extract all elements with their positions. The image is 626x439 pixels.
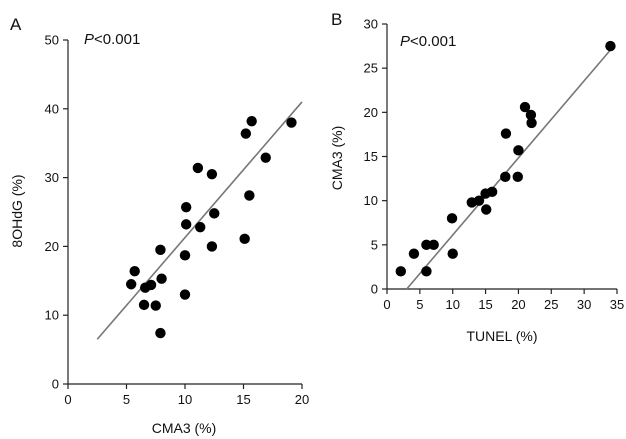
panel-b-x-tick-label: 25 (544, 297, 558, 312)
panel-a-x-tick-label: 10 (178, 392, 192, 407)
panel-b-y-tick-label: 15 (364, 149, 378, 164)
panel-b-x-tick-label: 10 (445, 297, 459, 312)
panel-a-data-point (179, 250, 191, 261)
panel-a-data-point (125, 279, 137, 290)
panel-b-data-point (512, 171, 523, 183)
panel-b-data-point (408, 248, 420, 259)
panel-a-data-point (244, 190, 255, 201)
panel-b-plot-area: 0 5 10 15 20 25 30 35 0 5 10 15 20 25 30 (364, 17, 625, 313)
panel-b-p-symbol: P (400, 33, 410, 50)
panel-b-y-tick-label: 0 (371, 282, 378, 297)
panel-b-y-tick-label: 5 (371, 237, 378, 252)
panel-a-y-tick-label: 30 (45, 170, 59, 185)
panel-b-letter: B (331, 10, 342, 29)
panel-a-p-value: P<0.001 (84, 31, 140, 48)
panel-b-data-point (421, 266, 432, 277)
panel-b-y-tick-label: 30 (364, 17, 378, 32)
panel-a-letter: A (10, 15, 22, 34)
panel-b-data-point (519, 101, 531, 113)
panel-a-data-point (180, 201, 192, 213)
panel-b-data-point (486, 186, 498, 198)
panel-b-data-point (481, 204, 492, 215)
panel-a-regression-line (96, 101, 303, 340)
panel-b-data-point (428, 239, 439, 251)
panel-b-data-point (526, 117, 537, 129)
panel-a-data-point (156, 273, 167, 284)
panel-b-x-tick-label: 30 (577, 297, 591, 312)
panel-b-regression-line (406, 45, 615, 290)
panel-b: B P<0.001 TUNEL (%) CMA3 (%) 0 5 10 15 20 25 3… (329, 10, 624, 344)
panel-a-data-point (155, 244, 166, 256)
panel-a-data-point (239, 233, 250, 245)
panel-a-data-point (240, 128, 252, 139)
panel-b-x-tick-label: 35 (610, 297, 624, 312)
panel-a-x-tick-label: 20 (295, 392, 309, 407)
panel-b-x-tick-label: 0 (383, 297, 390, 312)
panel-a-y-tick-label: 50 (45, 33, 59, 48)
panel-b-x-axis-title: TUNEL (%) (466, 328, 537, 344)
panel-a-x-axis-title: CMA3 (%) (152, 420, 217, 436)
panel-b-y-tick-label: 20 (364, 105, 378, 120)
panel-a-data-point (180, 219, 192, 230)
panel-a: A P<0.001 CMA3 (%) 8OHdG (%) 0 5 10 15 20 0 10… (9, 15, 309, 436)
panel-a-p-threshold: <0.001 (94, 31, 140, 48)
panel-b-x-tick-label: 15 (478, 297, 492, 312)
panel-b-data-point (473, 195, 485, 206)
panel-b-y-tick-label: 25 (364, 61, 378, 76)
panel-b-x-tick-label: 20 (511, 297, 525, 312)
panel-a-data-point (260, 152, 271, 163)
panel-a-x-tick-label: 0 (64, 392, 71, 407)
panel-a-data-point (192, 162, 204, 174)
panel-a-data-point (179, 289, 191, 300)
panel-a-y-tick-label: 40 (45, 101, 59, 116)
panel-b-data-point (605, 40, 616, 52)
panel-b-data-point (513, 145, 524, 156)
panel-b-x-tick-label: 5 (416, 297, 423, 312)
panel-a-data-point (145, 279, 157, 291)
panel-b-data-point (525, 109, 537, 121)
panel-a-y-tick-label: 10 (45, 308, 59, 323)
panel-a-data-point (150, 300, 161, 311)
panel-a-p-symbol: P (84, 31, 94, 48)
panel-b-data-point (395, 266, 406, 277)
panel-a-y-tick-label: 20 (45, 239, 59, 254)
panel-a-x-tick-label: 15 (236, 392, 250, 407)
panel-a-plot-area: 0 5 10 15 20 0 10 20 30 40 50 (45, 33, 310, 408)
panel-b-data-point (500, 171, 511, 183)
panel-a-data-point (286, 117, 297, 128)
panel-a-y-tick-label: 0 (52, 377, 59, 392)
panel-b-p-value: P<0.001 (400, 33, 456, 50)
panel-a-data-point (195, 221, 206, 233)
panel-b-data-point (447, 248, 458, 259)
panel-a-data-point (206, 241, 218, 252)
panel-a-x-tick-label: 5 (123, 392, 130, 407)
panel-b-data-point (500, 128, 512, 139)
panel-a-data-point (246, 115, 257, 127)
panel-a-data-point (209, 208, 220, 219)
panel-a-data-point (206, 168, 218, 180)
panel-a-data-point (138, 299, 150, 311)
panel-b-data-point (421, 239, 432, 251)
panel-b-p-threshold: <0.001 (410, 33, 456, 50)
panel-b-data-point (446, 213, 458, 224)
panel-b-y-axis-title: CMA3 (%) (329, 126, 345, 191)
panel-b-y-tick-label: 10 (364, 193, 378, 208)
panel-a-y-axis-title: 8OHdG (%) (9, 174, 25, 247)
panel-a-data-point (155, 327, 166, 339)
panel-a-data-point (129, 265, 140, 277)
